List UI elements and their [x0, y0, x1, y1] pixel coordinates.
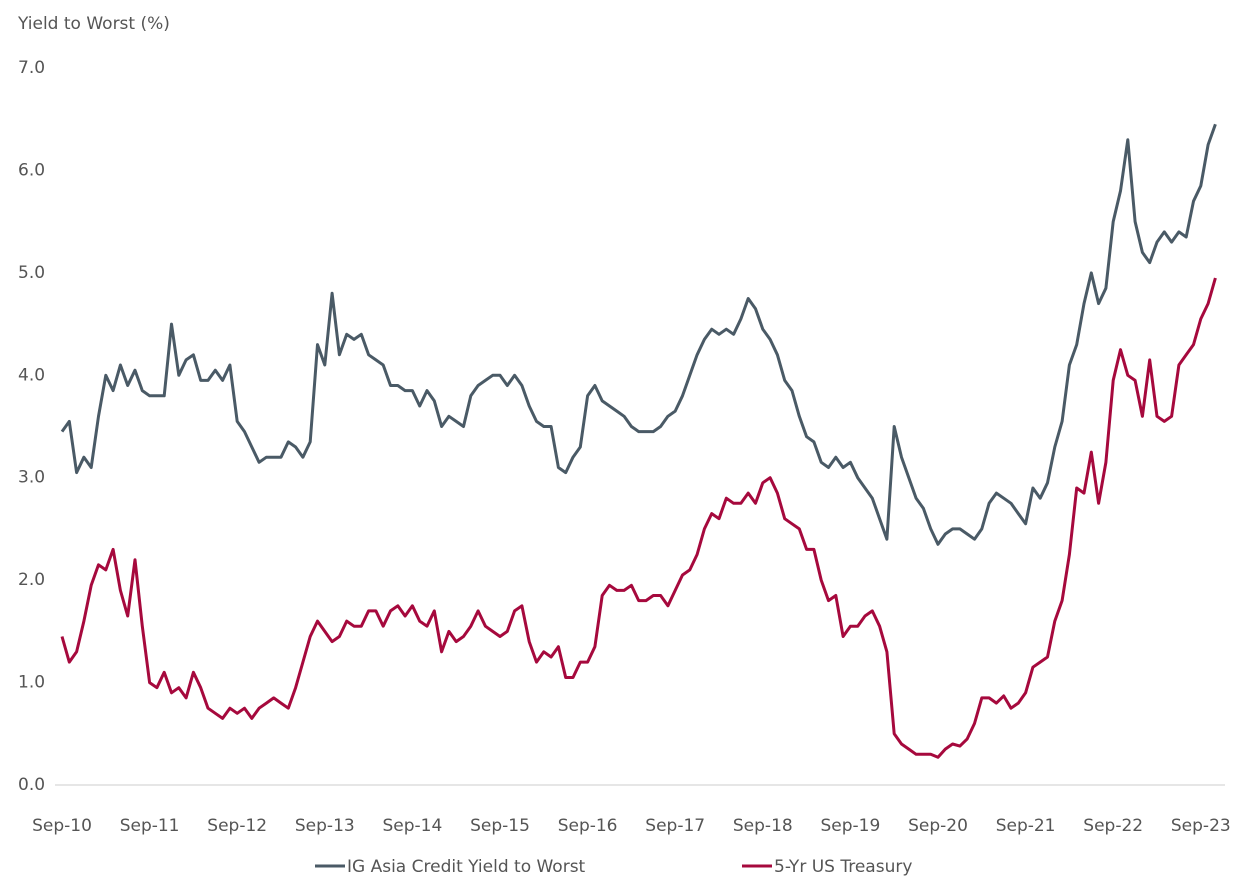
y-axis-label: Yield to Worst (%) — [17, 14, 170, 34]
x-tick-label: Sep-13 — [295, 816, 355, 836]
x-tick-label: Sep-12 — [207, 816, 267, 836]
y-tick-label: 7.0 — [18, 58, 45, 78]
x-tick-label: Sep-23 — [1171, 816, 1231, 836]
x-tick-label: Sep-20 — [908, 816, 968, 836]
legend-label: IG Asia Credit Yield to Worst — [347, 857, 586, 877]
y-tick-label: 4.0 — [18, 365, 45, 385]
x-tick-label: Sep-22 — [1083, 816, 1143, 836]
x-tick-label: Sep-11 — [120, 816, 180, 836]
y-tick-label: 0.0 — [18, 775, 45, 795]
legend-label: 5-Yr US Treasury — [774, 857, 912, 877]
y-tick-label: 1.0 — [18, 673, 45, 693]
y-tick-label: 2.0 — [18, 570, 45, 590]
series-line — [60, 277, 1217, 759]
x-tick-label: Sep-18 — [733, 816, 793, 836]
x-tick-label: Sep-21 — [996, 816, 1056, 836]
series-line — [60, 123, 1217, 546]
x-tick-label: Sep-17 — [645, 816, 705, 836]
y-tick-label: 6.0 — [18, 160, 45, 180]
x-tick-label: Sep-19 — [820, 816, 880, 836]
x-tick-label: Sep-10 — [32, 816, 92, 836]
x-tick-label: Sep-15 — [470, 816, 530, 836]
y-tick-label: 5.0 — [18, 263, 45, 283]
y-tick-label: 3.0 — [18, 468, 45, 488]
x-tick-label: Sep-14 — [382, 816, 442, 836]
x-tick-label: Sep-16 — [558, 816, 618, 836]
